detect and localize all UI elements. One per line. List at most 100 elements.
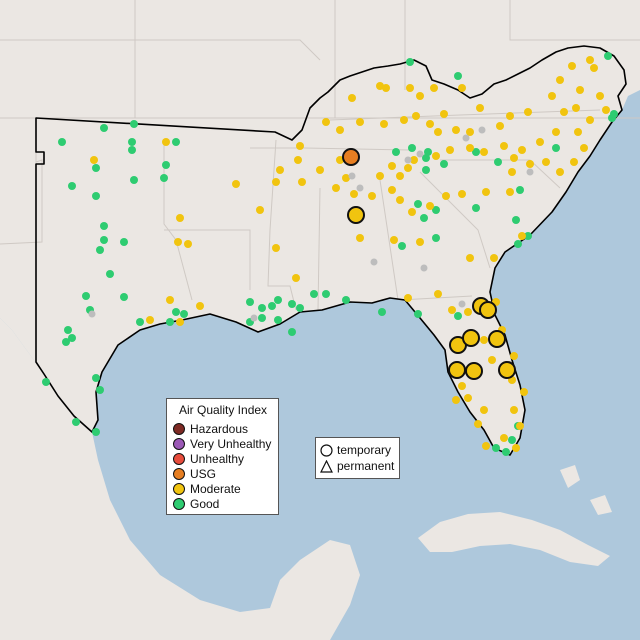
site-marker-moderate-temporary[interactable] xyxy=(448,361,466,379)
site-marker-good[interactable] xyxy=(604,52,612,60)
site-marker-moderate[interactable] xyxy=(500,142,508,150)
site-marker-moderate[interactable] xyxy=(406,84,414,92)
site-marker-good[interactable] xyxy=(322,290,330,298)
site-marker-good[interactable] xyxy=(258,314,266,322)
site-marker-good[interactable] xyxy=(100,124,108,132)
site-marker-moderate[interactable] xyxy=(382,84,390,92)
site-marker-moderate[interactable] xyxy=(474,420,482,428)
site-marker-moderate[interactable] xyxy=(580,144,588,152)
site-marker-good[interactable] xyxy=(166,318,174,326)
site-marker-moderate[interactable] xyxy=(496,122,504,130)
site-marker-moderate[interactable] xyxy=(448,306,456,314)
site-marker-moderate[interactable] xyxy=(452,126,460,134)
site-marker-moderate[interactable] xyxy=(508,168,516,176)
site-marker-good[interactable] xyxy=(172,308,180,316)
site-marker-moderate[interactable] xyxy=(376,172,384,180)
site-marker-moderate[interactable] xyxy=(464,308,472,316)
site-marker-good[interactable] xyxy=(342,296,350,304)
site-marker-moderate[interactable] xyxy=(396,196,404,204)
site-marker-moderate[interactable] xyxy=(292,274,300,282)
site-marker-good[interactable] xyxy=(96,246,104,254)
site-marker-good[interactable] xyxy=(128,146,136,154)
site-marker-good[interactable] xyxy=(180,310,188,318)
site-marker-good[interactable] xyxy=(92,164,100,172)
site-marker-moderate[interactable] xyxy=(296,142,304,150)
site-marker-moderate[interactable] xyxy=(452,396,460,404)
site-marker-good[interactable] xyxy=(432,234,440,242)
site-marker-moderate[interactable] xyxy=(416,92,424,100)
site-marker-moderate[interactable] xyxy=(272,244,280,252)
site-marker-no-data[interactable] xyxy=(478,126,486,134)
site-marker-moderate[interactable] xyxy=(466,254,474,262)
site-marker-good[interactable] xyxy=(58,138,66,146)
site-marker-moderate[interactable] xyxy=(556,168,564,176)
site-marker-moderate[interactable] xyxy=(464,394,472,402)
site-marker-moderate-temporary[interactable] xyxy=(479,301,497,319)
site-marker-good[interactable] xyxy=(106,270,114,278)
site-marker-moderate[interactable] xyxy=(342,174,350,182)
site-marker-moderate[interactable] xyxy=(586,56,594,64)
site-marker-moderate[interactable] xyxy=(332,184,340,192)
site-marker-usg-temporary[interactable] xyxy=(342,148,360,166)
site-marker-moderate[interactable] xyxy=(572,104,580,112)
site-marker-moderate[interactable] xyxy=(176,214,184,222)
site-marker-good[interactable] xyxy=(440,160,448,168)
site-marker-moderate-temporary[interactable] xyxy=(347,206,365,224)
site-marker-good[interactable] xyxy=(96,386,104,394)
site-marker-moderate[interactable] xyxy=(316,166,324,174)
site-marker-good[interactable] xyxy=(516,186,524,194)
site-marker-good[interactable] xyxy=(72,418,80,426)
site-marker-good[interactable] xyxy=(378,308,386,316)
site-marker-moderate[interactable] xyxy=(356,118,364,126)
site-marker-moderate[interactable] xyxy=(570,158,578,166)
site-marker-moderate[interactable] xyxy=(196,302,204,310)
site-marker-moderate[interactable] xyxy=(336,126,344,134)
site-marker-good[interactable] xyxy=(288,328,296,336)
site-marker-no-data[interactable] xyxy=(250,314,258,322)
site-marker-good[interactable] xyxy=(92,374,100,382)
site-marker-moderate[interactable] xyxy=(458,84,466,92)
site-marker-moderate[interactable] xyxy=(548,92,556,100)
site-marker-good[interactable] xyxy=(454,312,462,320)
site-marker-moderate[interactable] xyxy=(500,434,508,442)
site-marker-moderate-temporary[interactable] xyxy=(462,329,480,347)
site-marker-moderate[interactable] xyxy=(440,110,448,118)
site-marker-good[interactable] xyxy=(432,206,440,214)
site-marker-no-data[interactable] xyxy=(420,264,428,272)
site-marker-moderate-temporary[interactable] xyxy=(465,362,483,380)
site-marker-good[interactable] xyxy=(92,428,100,436)
site-marker-moderate[interactable] xyxy=(576,86,584,94)
site-marker-moderate[interactable] xyxy=(510,154,518,162)
site-marker-moderate[interactable] xyxy=(426,202,434,210)
site-marker-moderate[interactable] xyxy=(350,190,358,198)
site-marker-moderate[interactable] xyxy=(506,188,514,196)
site-marker-good[interactable] xyxy=(472,204,480,212)
site-marker-good[interactable] xyxy=(162,161,170,169)
site-marker-good[interactable] xyxy=(100,222,108,230)
site-marker-moderate[interactable] xyxy=(602,106,610,114)
site-marker-good[interactable] xyxy=(100,236,108,244)
site-marker-moderate[interactable] xyxy=(510,352,518,360)
site-marker-moderate[interactable] xyxy=(412,112,420,120)
site-marker-moderate[interactable] xyxy=(356,234,364,242)
site-marker-moderate[interactable] xyxy=(520,388,528,396)
site-marker-moderate[interactable] xyxy=(434,128,442,136)
site-marker-good[interactable] xyxy=(128,138,136,146)
site-marker-moderate[interactable] xyxy=(524,108,532,116)
site-marker-moderate[interactable] xyxy=(410,156,418,164)
site-marker-moderate[interactable] xyxy=(574,128,582,136)
site-marker-moderate[interactable] xyxy=(432,152,440,160)
site-marker-moderate[interactable] xyxy=(586,116,594,124)
site-marker-good[interactable] xyxy=(136,318,144,326)
site-marker-moderate[interactable] xyxy=(552,128,560,136)
site-marker-moderate[interactable] xyxy=(336,156,344,164)
site-marker-moderate[interactable] xyxy=(298,178,306,186)
site-marker-moderate[interactable] xyxy=(442,192,450,200)
site-marker-good[interactable] xyxy=(552,144,560,152)
site-marker-moderate[interactable] xyxy=(232,180,240,188)
site-marker-good[interactable] xyxy=(258,304,266,312)
site-marker-good[interactable] xyxy=(92,192,100,200)
site-marker-good[interactable] xyxy=(160,174,168,182)
site-marker-moderate-temporary[interactable] xyxy=(488,330,506,348)
site-marker-good[interactable] xyxy=(310,290,318,298)
